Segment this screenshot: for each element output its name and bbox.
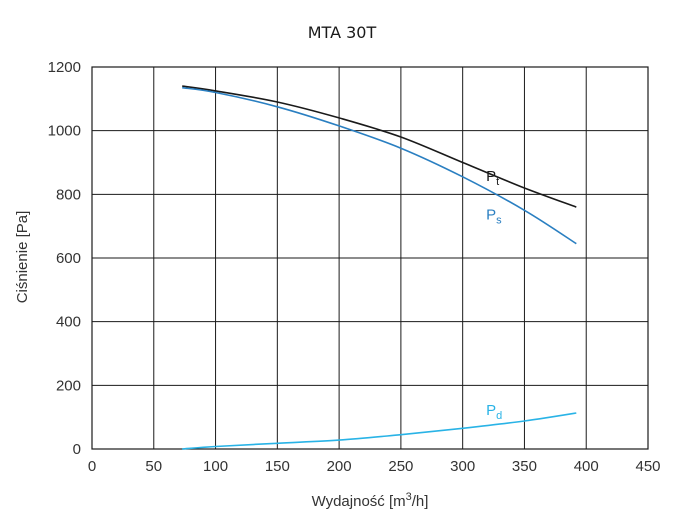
series-label-ps: Ps bbox=[486, 206, 502, 226]
y-tick-label: 800 bbox=[56, 186, 81, 203]
x-tick-label: 300 bbox=[450, 458, 475, 475]
y-tick-label: 400 bbox=[56, 314, 81, 331]
y-axis-ticks: 0 200 400 600 800 1000 1200 bbox=[48, 59, 81, 458]
y-tick-label: 600 bbox=[56, 250, 81, 267]
series-label-pd: Pd bbox=[486, 402, 502, 422]
x-axis-label: Wydajność [m3/h] bbox=[312, 491, 429, 510]
x-tick-label: 0 bbox=[88, 458, 96, 475]
x-axis-label-suffix: /h] bbox=[412, 493, 429, 510]
x-axis-ticks: 0 50 100 150 200 250 300 350 400 450 bbox=[88, 458, 661, 475]
x-tick-label: 200 bbox=[327, 458, 352, 475]
series-lines bbox=[182, 85, 577, 450]
x-tick-label: 350 bbox=[512, 458, 537, 475]
series-line-pd bbox=[182, 412, 577, 450]
y-tick-label: 1000 bbox=[48, 123, 81, 140]
y-tick-label: 200 bbox=[56, 377, 81, 394]
series-label-pt: Pt bbox=[486, 168, 499, 188]
x-tick-label: 150 bbox=[265, 458, 290, 475]
x-tick-label: 250 bbox=[388, 458, 413, 475]
series-line-pt bbox=[182, 85, 577, 208]
plot-frame bbox=[91, 66, 649, 450]
x-axis-label-sup: 3 bbox=[406, 491, 412, 503]
series-line-ps bbox=[182, 86, 577, 245]
x-tick-label: 400 bbox=[574, 458, 599, 475]
series-labels: Pt Ps Pd bbox=[486, 168, 502, 422]
x-tick-label: 450 bbox=[635, 458, 660, 475]
y-axis-label: Ciśnienie [Pa] bbox=[14, 211, 31, 304]
x-axis-label-prefix: Wydajność [m bbox=[312, 493, 406, 510]
x-tick-label: 50 bbox=[145, 458, 162, 475]
x-tick-label: 100 bbox=[203, 458, 228, 475]
y-tick-label: 0 bbox=[73, 441, 81, 458]
y-tick-label: 1200 bbox=[48, 59, 81, 76]
grid-lines bbox=[91, 66, 649, 450]
chart-title: MTA 30T bbox=[308, 23, 377, 42]
